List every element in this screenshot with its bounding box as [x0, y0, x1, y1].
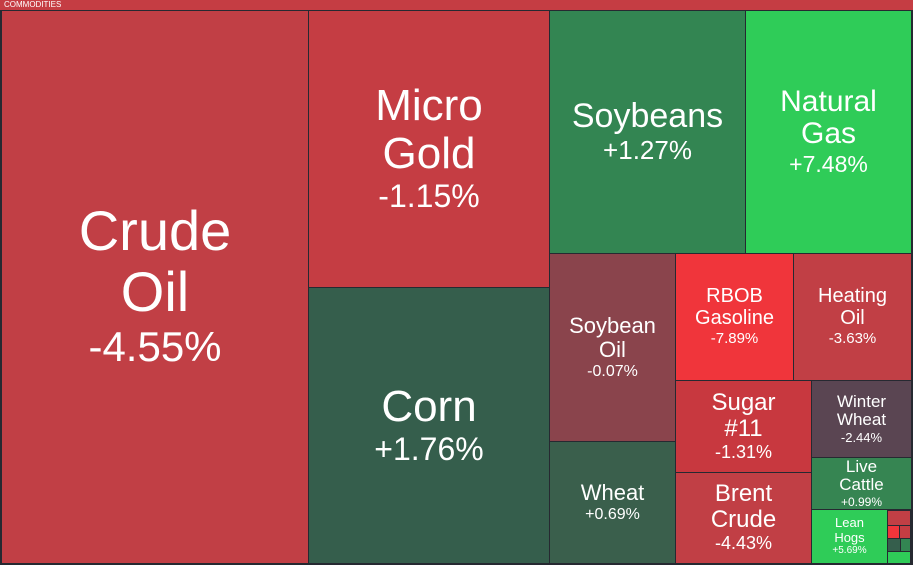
tile-change: +7.48%	[789, 150, 868, 177]
tile-label: Live Cattle	[839, 458, 884, 495]
mini-tile	[888, 539, 900, 551]
tile-label: Sugar #11	[711, 388, 776, 442]
tile-change: -0.07%	[587, 362, 638, 380]
tile-change: -4.43%	[714, 533, 773, 554]
tile[interactable]: Crude Oil -4.55%	[2, 11, 308, 563]
tile-change: -7.89%	[710, 329, 759, 347]
tile-change: -3.63%	[828, 329, 877, 347]
tile-change: -1.15%	[378, 178, 480, 215]
tile[interactable]: Natural Gas +7.48%	[746, 11, 911, 253]
tile-label: Corn	[381, 381, 477, 431]
tile[interactable]: RBOB Gasoline -7.89%	[676, 254, 793, 380]
mini-tile	[888, 511, 910, 525]
mini-tile	[901, 539, 910, 551]
tile[interactable]: Corn +1.76%	[309, 288, 549, 563]
tile[interactable]: Heating Oil -3.63%	[794, 254, 911, 380]
tile[interactable]: Soybean Oil -0.07%	[550, 254, 675, 441]
tile[interactable]: Live Cattle +0.99%	[812, 458, 911, 509]
tile-change: -4.55%	[88, 323, 222, 371]
tile-label: Soybean Oil	[569, 313, 656, 362]
tile[interactable]: Lean Hogs +5.69%	[812, 510, 887, 563]
tile-label: Lean Hogs	[834, 515, 865, 545]
tile[interactable]: Sugar #11 -1.31%	[676, 381, 811, 472]
tile[interactable]: Brent Crude -4.43%	[676, 473, 811, 563]
tile-label: Wheat	[580, 480, 645, 506]
mini-tile	[900, 526, 910, 538]
tile-label: Heating Oil	[818, 285, 887, 329]
tile-change: -2.44%	[840, 429, 883, 445]
tile[interactable]: Winter Wheat -2.44%	[812, 381, 911, 457]
tile[interactable]: Wheat +0.69%	[550, 442, 675, 563]
tile-label: Natural Gas	[780, 84, 877, 151]
tile-label: Micro Gold	[375, 81, 483, 178]
tile-label: Brent Crude	[710, 480, 777, 534]
tile-change: +5.69%	[832, 544, 867, 556]
header-title: COMMODITIES	[0, 0, 913, 10]
mini-tile	[888, 526, 899, 538]
tile-label: Soybeans	[571, 97, 724, 136]
tile-label: RBOB Gasoline	[695, 285, 774, 329]
tile-label: Winter Wheat	[836, 391, 887, 430]
tile[interactable]: Soybeans +1.27%	[550, 11, 745, 253]
tile-change: +0.99%	[840, 494, 883, 509]
mini-tile	[888, 552, 910, 563]
tile-change: -1.31%	[714, 441, 773, 462]
tile-label: Crude Oil	[78, 199, 232, 323]
tile-change: +1.27%	[603, 134, 692, 165]
tile-change: +1.76%	[374, 431, 484, 468]
tile[interactable]: Micro Gold -1.15%	[309, 11, 549, 287]
tile-change: +0.69%	[585, 505, 640, 523]
